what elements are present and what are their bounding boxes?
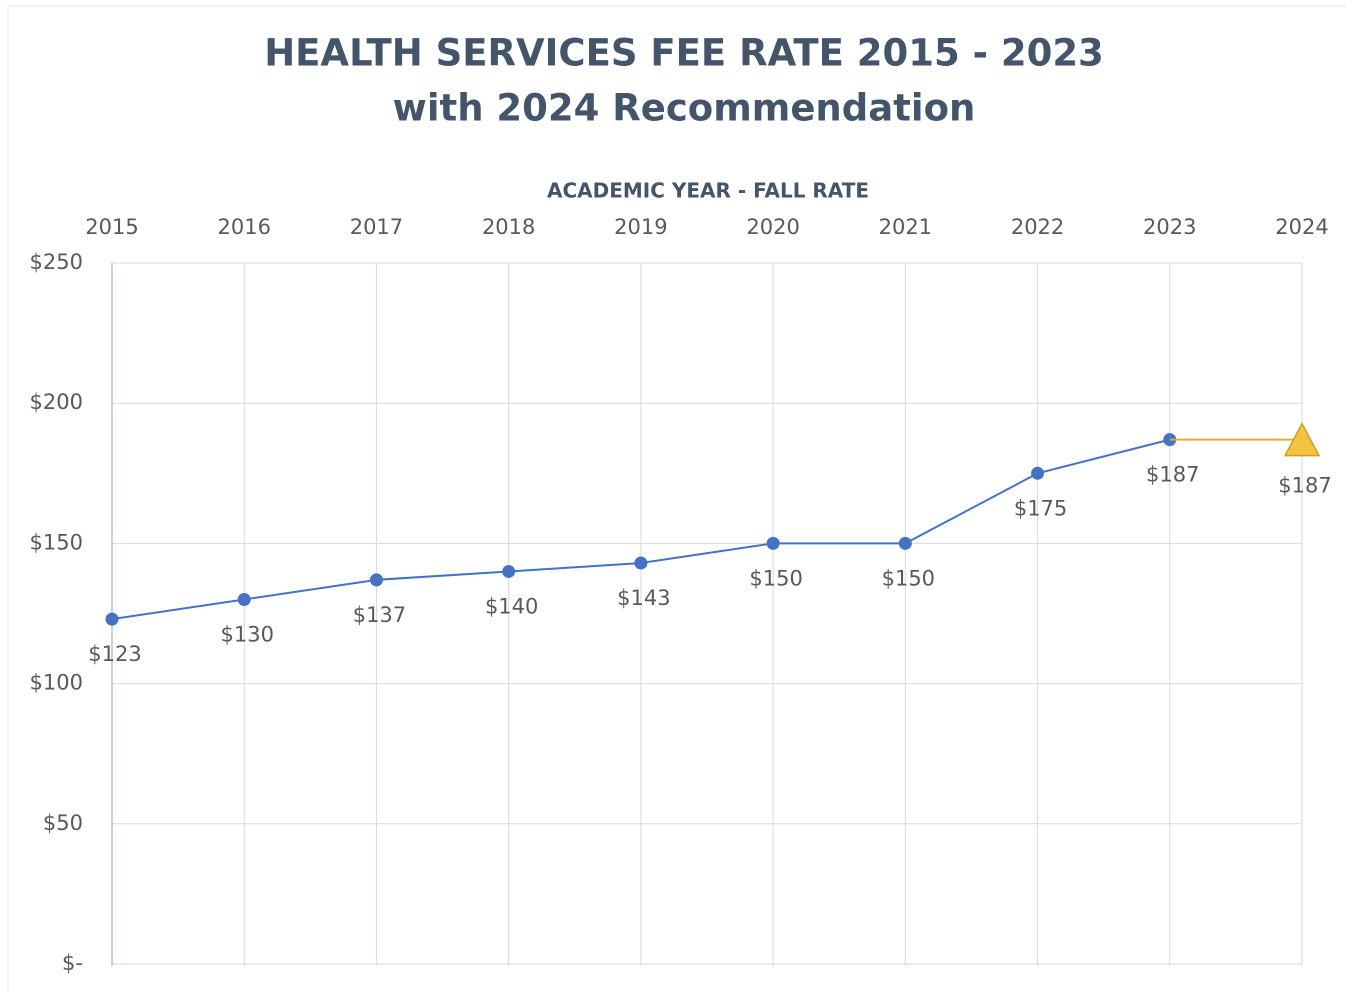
chart-subtitle: with 2024 Recommendation — [393, 87, 976, 130]
data-label: $150 — [882, 566, 935, 590]
data-label: $187 — [1278, 474, 1331, 498]
data-point — [634, 556, 648, 570]
x-tick-label: 2015 — [85, 215, 138, 239]
y-tick-label: $150 — [30, 530, 83, 554]
data-label: $123 — [88, 642, 141, 666]
data-point — [237, 592, 251, 606]
data-point — [369, 573, 383, 587]
x-tick-label: 2020 — [746, 215, 799, 239]
x-tick-label: 2024 — [1275, 215, 1328, 239]
x-tick-label: 2023 — [1143, 215, 1196, 239]
y-tick-label: $250 — [30, 250, 83, 274]
data-point — [105, 612, 119, 626]
x-tick-label: 2021 — [879, 215, 932, 239]
x-axis-title: ACADEMIC YEAR - FALL RATE — [547, 179, 869, 203]
data-label: $150 — [749, 566, 802, 590]
data-label: $187 — [1146, 463, 1199, 487]
y-tick-label: $50 — [43, 811, 83, 835]
chart-title: HEALTH SERVICES FEE RATE 2015 - 2023 — [264, 32, 1104, 75]
x-tick-label: 2022 — [1011, 215, 1064, 239]
data-label: $175 — [1014, 496, 1067, 520]
data-label: $143 — [617, 586, 670, 610]
data-label: $137 — [353, 603, 406, 627]
data-point — [502, 564, 516, 578]
data-point-triangle — [1283, 422, 1321, 457]
data-point — [766, 536, 780, 550]
x-tick-label: 2018 — [482, 215, 535, 239]
x-tick-label: 2016 — [217, 215, 270, 239]
y-tick-label: $100 — [30, 671, 83, 695]
y-tick-label: $- — [62, 951, 83, 975]
chart-frame — [7, 5, 1346, 991]
x-tick-label: 2019 — [614, 215, 667, 239]
x-tick-label: 2017 — [350, 215, 403, 239]
data-point — [898, 536, 912, 550]
data-point — [1031, 466, 1045, 480]
data-label: $140 — [485, 594, 538, 618]
data-label: $130 — [220, 622, 273, 646]
y-tick-label: $200 — [30, 390, 83, 414]
